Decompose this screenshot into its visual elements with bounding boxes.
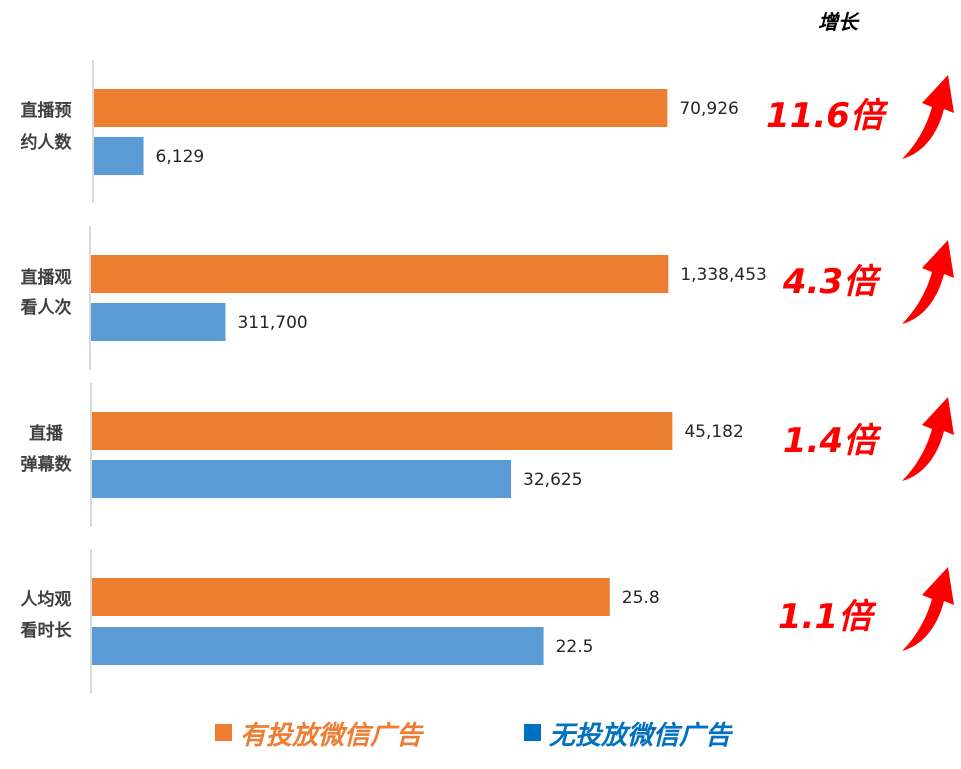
bar-without-ads bbox=[94, 137, 144, 175]
data-label: 1,338,453 bbox=[680, 265, 767, 285]
data-label: 25.8 bbox=[622, 588, 660, 608]
category-label: 直播观 bbox=[21, 267, 72, 288]
data-label: 22.5 bbox=[556, 637, 594, 657]
bar-with-ads bbox=[92, 412, 673, 450]
legend-label: 无投放微信广告 bbox=[549, 721, 734, 751]
up-arrow-icon bbox=[902, 240, 954, 324]
bar-without-ads bbox=[91, 303, 226, 341]
bar-with-ads bbox=[91, 255, 669, 293]
legend-item: 有投放微信广告 bbox=[215, 721, 425, 751]
growth-ratio-label: 11.6倍 bbox=[766, 96, 889, 136]
bar-without-ads bbox=[92, 460, 512, 498]
category-label: 直播 bbox=[29, 423, 64, 444]
legend-label: 有投放微信广告 bbox=[240, 721, 425, 751]
category-label: 看时长 bbox=[20, 620, 73, 641]
up-arrow-icon bbox=[902, 567, 954, 651]
data-label: 32,625 bbox=[523, 470, 582, 490]
legend: 有投放微信广告 无投放微信广告 bbox=[215, 721, 734, 751]
growth-header: 增长 bbox=[818, 10, 860, 34]
bar-without-ads bbox=[92, 627, 544, 665]
legend-swatch bbox=[215, 724, 232, 741]
category-label: 人均观 bbox=[21, 589, 72, 610]
growth-ratio-label: 1.1倍 bbox=[778, 597, 877, 637]
category-label: 约人数 bbox=[21, 132, 73, 153]
data-label: 311,700 bbox=[237, 313, 307, 333]
bar-with-ads bbox=[92, 578, 610, 616]
data-label: 45,182 bbox=[684, 422, 743, 442]
legend-item: 无投放微信广告 bbox=[524, 721, 734, 751]
growth-ratio-label: 4.3倍 bbox=[782, 262, 882, 302]
legend-swatch bbox=[524, 724, 541, 741]
growth-ratio-label: 1.4倍 bbox=[783, 421, 882, 461]
category-label: 弹幕数 bbox=[21, 454, 73, 475]
bar-with-ads bbox=[94, 89, 668, 127]
up-arrow-icon bbox=[902, 75, 954, 159]
category-label: 看人次 bbox=[20, 297, 72, 318]
up-arrow-icon bbox=[902, 397, 954, 481]
data-label: 6,129 bbox=[156, 147, 205, 167]
category-label: 直播预 bbox=[21, 100, 72, 121]
data-label: 70,926 bbox=[679, 99, 738, 119]
